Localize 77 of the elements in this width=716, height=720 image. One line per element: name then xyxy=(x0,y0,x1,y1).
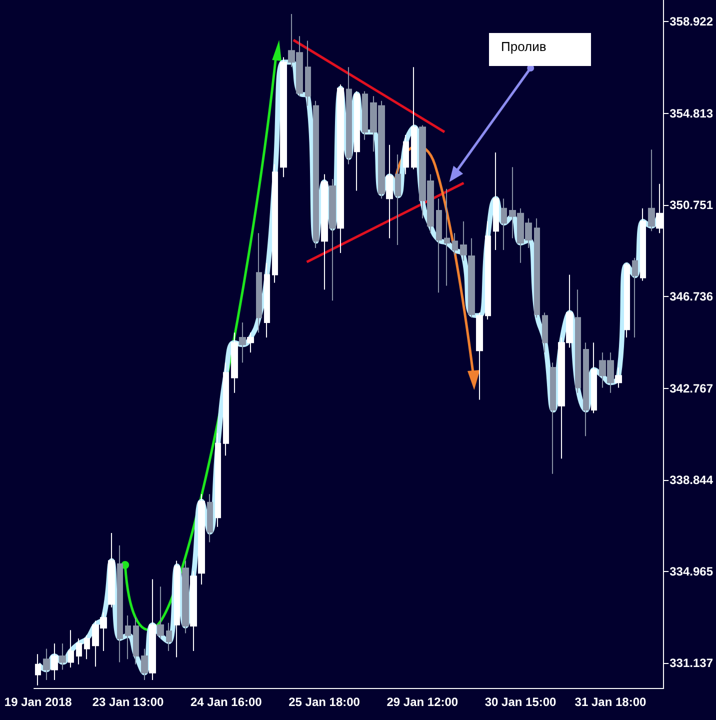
candlestick xyxy=(305,40,311,106)
candlestick xyxy=(632,257,638,338)
candlestick xyxy=(182,560,189,634)
candlestick xyxy=(51,643,58,681)
y-tick-label: 346.736 xyxy=(670,290,714,304)
x-tick-label: 30 Jan 15:00 xyxy=(484,695,557,709)
candlestick xyxy=(43,648,50,681)
candlestick xyxy=(444,188,450,286)
x-tick-label: 29 Jan 12:00 xyxy=(386,695,458,709)
candlestick xyxy=(174,560,180,658)
candlestick xyxy=(207,494,213,543)
candlestick xyxy=(403,134,409,175)
y-tick-label: 354.813 xyxy=(670,106,714,120)
candlestick xyxy=(337,84,344,254)
candlestick xyxy=(256,232,262,334)
candlestick xyxy=(141,648,148,681)
candlestick xyxy=(117,544,123,663)
candlestick xyxy=(615,367,622,388)
candlestick xyxy=(411,66,417,170)
y-tick-label: 350.751 xyxy=(670,198,714,212)
candlestick xyxy=(329,178,336,302)
y-tick-label: 358.922 xyxy=(670,14,714,29)
y-tick-label: 334.965 xyxy=(670,564,714,579)
candlestick xyxy=(247,332,254,354)
candlestick xyxy=(198,494,205,585)
candlestick xyxy=(149,578,156,681)
y-tick-label: 338.844 xyxy=(670,472,714,487)
candlestick xyxy=(59,643,66,670)
candlestick xyxy=(648,149,655,232)
candlestick xyxy=(550,362,556,474)
callout-box: Пролив xyxy=(489,33,591,66)
candlestick xyxy=(476,312,483,400)
candlestick xyxy=(157,586,164,639)
x-tick-label: 31 Jan 18:00 xyxy=(574,695,646,709)
candlestick xyxy=(485,220,491,320)
candlestick xyxy=(354,90,360,192)
candlestick xyxy=(395,154,401,246)
candlestick xyxy=(133,617,139,665)
candlestick xyxy=(264,262,270,338)
candlestick xyxy=(583,342,589,437)
candlestick xyxy=(272,164,278,284)
candlestick xyxy=(346,66,352,165)
candlestick xyxy=(468,238,475,318)
x-tick-label: 19 Jan 2018 xyxy=(4,695,72,709)
candlestick xyxy=(321,174,328,290)
candlestick xyxy=(436,198,442,294)
candlestick xyxy=(280,56,287,178)
candlestick xyxy=(534,218,540,318)
candlestick xyxy=(125,615,131,660)
candlestick xyxy=(108,532,115,608)
candlestick xyxy=(84,634,90,660)
candlestick xyxy=(501,198,507,251)
candlestick xyxy=(591,342,597,414)
candlestick xyxy=(386,144,393,239)
candlestick xyxy=(68,630,74,668)
candlestick xyxy=(215,432,221,528)
candlestick xyxy=(640,208,646,282)
candlestick xyxy=(542,312,548,354)
candlestick xyxy=(313,100,319,249)
x-tick-label: 24 Jan 16:00 xyxy=(190,695,262,709)
candlestick xyxy=(493,152,499,251)
candlestick xyxy=(460,220,467,262)
candlestick xyxy=(166,622,172,652)
candlestick xyxy=(231,332,238,394)
x-tick-label: 25 Jan 18:00 xyxy=(288,695,360,709)
candlestick xyxy=(190,570,197,652)
candlestick xyxy=(362,90,368,140)
candlestick xyxy=(35,654,41,686)
candlestick xyxy=(223,362,229,456)
candlestick xyxy=(575,289,581,394)
y-tick-label: 342.767 xyxy=(670,381,714,396)
candlestick xyxy=(239,322,246,364)
candlestick xyxy=(76,638,82,665)
y-tick-label: 331.137 xyxy=(670,656,714,670)
candlestick xyxy=(452,232,458,256)
x-tick-label: 23 Jan 13:00 xyxy=(92,695,164,709)
candlestick xyxy=(624,262,630,338)
